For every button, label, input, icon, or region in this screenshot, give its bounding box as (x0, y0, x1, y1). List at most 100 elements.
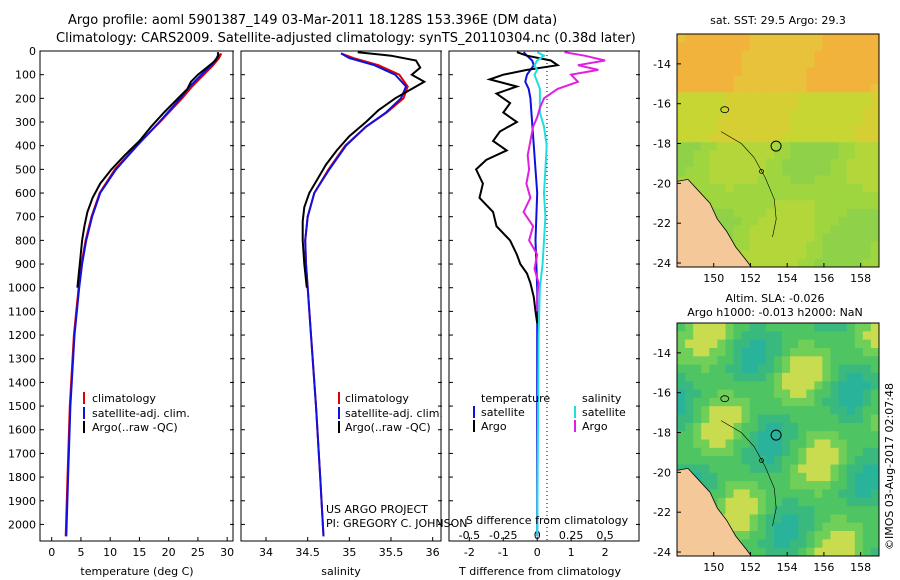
map-cell (701, 356, 710, 366)
map-cell (765, 83, 775, 93)
map-cell (846, 92, 856, 102)
map-cell (814, 142, 823, 151)
map-cell (677, 323, 686, 332)
map-cell (717, 217, 726, 226)
map-cell (838, 75, 848, 85)
map-cell (677, 67, 686, 77)
map-cell (741, 439, 751, 449)
map-cell (846, 464, 856, 474)
map-cell (757, 414, 767, 424)
map-cell (854, 158, 864, 168)
map-cell (741, 225, 751, 235)
map-cell (830, 348, 840, 357)
depth-tick-label: 2000 (8, 518, 36, 531)
map-cell (806, 431, 815, 440)
map-cell (822, 464, 831, 474)
map-cell (782, 481, 791, 490)
map-cell (749, 233, 759, 243)
map-cell (830, 167, 840, 176)
map-cell (798, 364, 807, 374)
map-cell (757, 531, 767, 540)
map-cell (870, 233, 879, 243)
map-cell (782, 150, 791, 160)
depth-tick-label: 500 (15, 163, 36, 176)
map-cell (765, 539, 775, 549)
map-cell (717, 506, 726, 515)
map-cell (822, 356, 831, 366)
map-cell (709, 67, 718, 77)
map-cell (765, 59, 775, 68)
map-cell (870, 150, 879, 160)
map-cell (741, 464, 751, 474)
map-cell (862, 125, 872, 135)
map-cell (765, 125, 775, 135)
map-cell (733, 92, 743, 102)
map-cell (701, 34, 710, 43)
map-cell (790, 133, 799, 143)
map-cell (741, 356, 751, 366)
map-cell (870, 456, 879, 465)
map-cell (693, 67, 702, 77)
map-cell (774, 133, 783, 143)
map-cell (846, 175, 856, 185)
map-cell (806, 414, 815, 424)
x-tick-label: 0 (534, 546, 541, 559)
map-cell (862, 258, 872, 267)
map-cell (749, 414, 759, 424)
map-cell (854, 381, 864, 391)
map-cell (822, 331, 831, 341)
map-cell (725, 83, 735, 93)
map-cell (733, 472, 743, 482)
map-cell (749, 108, 759, 118)
map-cell (701, 59, 710, 68)
map-cell (717, 323, 726, 332)
map-cell (765, 150, 775, 160)
map-cell (749, 472, 759, 482)
map-cell (846, 522, 856, 532)
map-cell (782, 233, 791, 243)
map-cell (733, 208, 743, 218)
map-cell (757, 447, 767, 457)
map-cell (790, 225, 799, 235)
map-cell (830, 200, 840, 210)
map-cell (717, 456, 726, 465)
map-cell (741, 117, 751, 126)
map-cell (701, 464, 710, 474)
map-cell (774, 381, 783, 391)
map-cell (677, 356, 686, 366)
map-cell (822, 133, 831, 143)
map-cell (846, 364, 856, 374)
map-cell (798, 75, 807, 85)
map-cell (774, 233, 783, 243)
map-cell (798, 439, 807, 449)
map-cell (806, 381, 815, 391)
map-cell (693, 439, 702, 449)
map-cell (757, 200, 767, 210)
map-cell (846, 406, 856, 415)
map-cell (782, 431, 791, 440)
map-cell (701, 75, 710, 85)
map-cell (782, 539, 791, 549)
map-cell (790, 381, 799, 391)
map-cell (693, 133, 702, 143)
map-cell (814, 192, 823, 201)
map-cell (814, 175, 823, 185)
map-cell (830, 42, 840, 52)
legend-heading-temperature: temperature (481, 392, 550, 405)
map-cell (870, 142, 879, 151)
map-cell (685, 59, 694, 68)
map-cell (774, 456, 783, 465)
map-cell (870, 59, 879, 68)
map-cell (693, 108, 702, 118)
map-cell (814, 59, 823, 68)
map-cell (709, 167, 718, 176)
map-cell (725, 439, 735, 449)
map-cell (814, 200, 823, 210)
map-cell (790, 59, 799, 68)
map-cell (822, 397, 831, 407)
map-cell (774, 150, 783, 160)
map-x-tick-label: 156 (813, 272, 834, 285)
map-cell (822, 225, 831, 235)
map-cell (782, 242, 791, 251)
map-cell (814, 472, 823, 482)
